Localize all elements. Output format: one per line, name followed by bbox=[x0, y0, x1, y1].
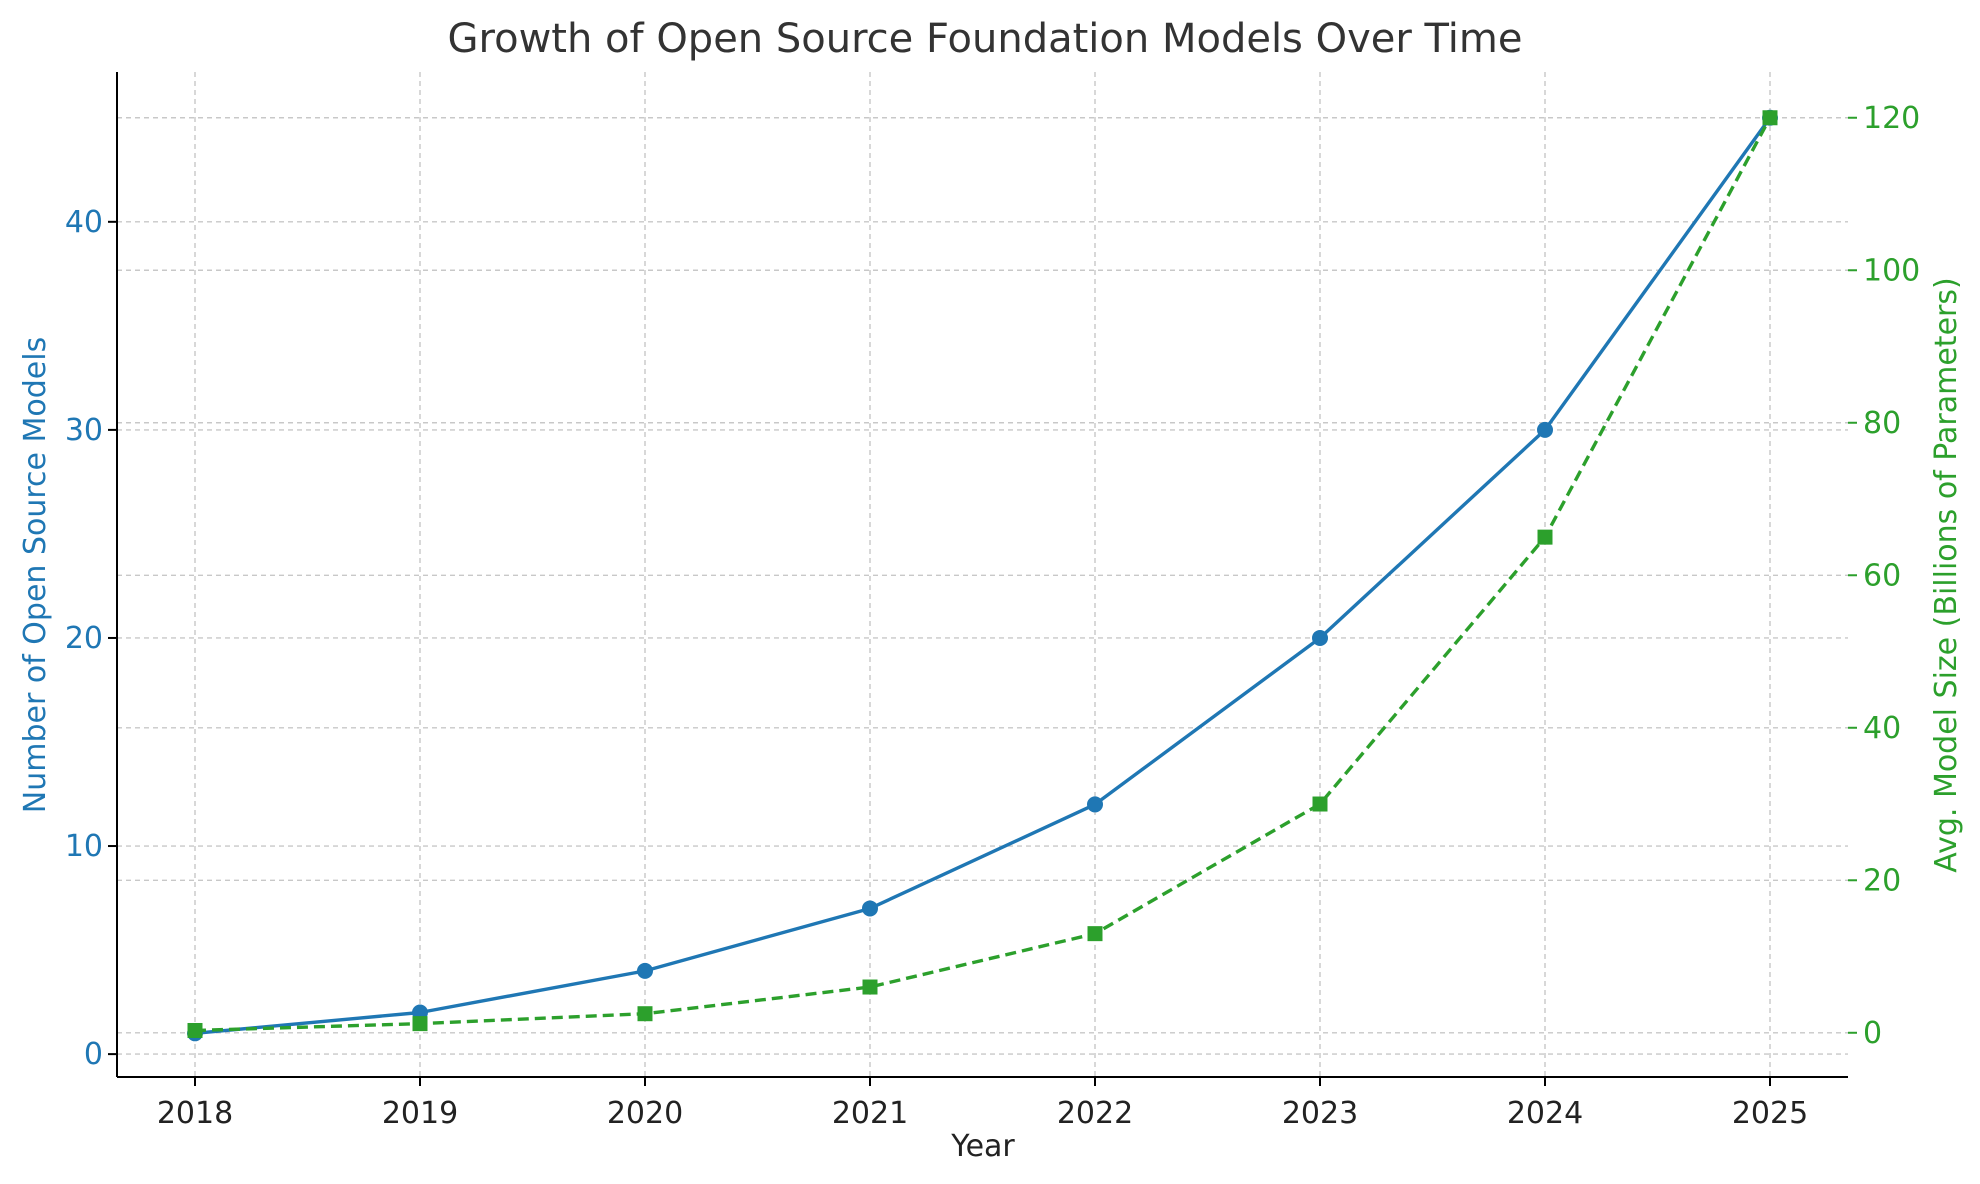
x-tick-label: 2023 bbox=[1282, 1096, 1358, 1131]
data-point-model-size bbox=[862, 979, 878, 995]
series-line-model-count bbox=[194, 116, 1772, 1035]
data-point-model-size bbox=[187, 1022, 203, 1038]
y-left-tick-label: 0 bbox=[84, 1037, 103, 1072]
grid bbox=[117, 72, 1848, 1077]
y-right-tick-label: 40 bbox=[1863, 711, 1901, 746]
data-point-model-size bbox=[1312, 796, 1328, 812]
data-point-model-count bbox=[637, 962, 653, 979]
x-tick-label: 2018 bbox=[157, 1096, 233, 1131]
x-tick-label: 2024 bbox=[1507, 1096, 1583, 1131]
y-right-tick-label: 60 bbox=[1863, 558, 1901, 593]
series-line-model-size bbox=[194, 116, 1772, 1033]
series bbox=[187, 109, 1778, 1042]
y-left-tick-label: 10 bbox=[65, 829, 103, 864]
y-right-tick-label: 0 bbox=[1863, 1016, 1882, 1051]
y-right-tick-label: 80 bbox=[1863, 406, 1901, 441]
x-tick-label: 2021 bbox=[832, 1096, 908, 1131]
axes: 2018 2019 2020 2021 2022 2023 2024 2025 0 10 20 30 4… bbox=[65, 72, 1920, 1131]
data-point-model-size bbox=[412, 1016, 428, 1032]
x-tick-label: 2019 bbox=[382, 1096, 458, 1131]
y-left-tick-label: 30 bbox=[65, 413, 103, 448]
data-point-model-size bbox=[637, 1006, 653, 1022]
y-left-tick-label: 20 bbox=[65, 621, 103, 656]
x-tick-label: 2020 bbox=[607, 1096, 683, 1131]
data-point-model-size bbox=[1087, 926, 1103, 942]
data-point-model-size bbox=[1537, 529, 1553, 545]
y-axis-right-label: Avg. Model Size (Billions of Parameters) bbox=[1929, 277, 1964, 872]
x-axis-label: Year bbox=[950, 1129, 1015, 1164]
x-tick-label: 2025 bbox=[1732, 1096, 1808, 1131]
y-left-tick-label: 40 bbox=[65, 205, 103, 240]
y-right-tick-label: 120 bbox=[1863, 101, 1920, 136]
data-point-model-size bbox=[1762, 110, 1778, 126]
data-point-model-count bbox=[1312, 629, 1328, 646]
labels: Growth of Open Source Foundation Models … bbox=[18, 16, 1964, 1164]
x-tick-label: 2022 bbox=[1057, 1096, 1133, 1131]
chart-title: Growth of Open Source Foundation Models … bbox=[448, 16, 1523, 62]
y-right-tick-label: 20 bbox=[1863, 863, 1901, 898]
data-point-model-count bbox=[862, 900, 878, 917]
y-axis-left-label: Number of Open Source Models bbox=[18, 337, 53, 813]
data-point-model-count bbox=[1537, 421, 1553, 438]
y-right-tick-label: 100 bbox=[1863, 253, 1920, 288]
data-point-model-count bbox=[1087, 796, 1103, 813]
